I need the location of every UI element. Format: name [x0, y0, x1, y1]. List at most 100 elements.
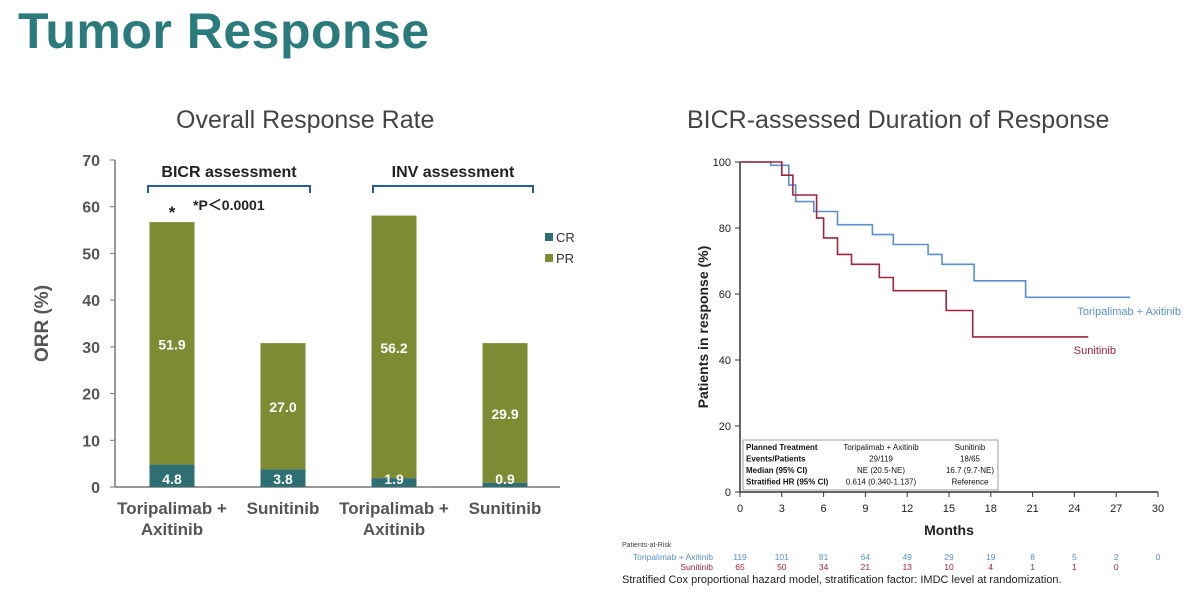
risk-count: 0 [1114, 562, 1119, 572]
pr-bar-segment [482, 343, 528, 483]
pr-data-label: 29.9 [491, 406, 518, 422]
x-tick-label: 9 [862, 503, 868, 515]
risk-count: 13 [902, 562, 912, 572]
group-label: BICR assessment [161, 164, 297, 181]
y-axis-label: Patients in response (%) [695, 246, 711, 409]
y-tick-label: 40 [82, 293, 100, 310]
group-label: INV assessment [392, 164, 515, 181]
risk-count: 19 [986, 552, 996, 562]
y-tick-label: 60 [719, 289, 731, 301]
pr-bar-segment [149, 222, 195, 465]
significance-star: * [169, 203, 176, 222]
stats-row-label: Stratified HR (95% CI) [746, 478, 829, 487]
page-title: Tumor Response [18, 3, 430, 59]
pr-data-label: 27.0 [269, 399, 296, 415]
p-value-annotation: *P＜0.0001 [193, 197, 265, 213]
risk-count: 64 [861, 552, 871, 562]
sunitinib-km-curve [740, 161, 1089, 338]
x-tick-label: 21 [1026, 503, 1038, 515]
x-category-label: Toripalimab + [339, 499, 449, 518]
cr-data-label: 0.9 [495, 471, 515, 487]
group-bracket [372, 185, 534, 193]
risk-count: 29 [944, 552, 954, 562]
stats-sunitinib-value: Reference [952, 478, 989, 487]
legend-label-cr: CR [556, 230, 575, 245]
stats-toripalimab-value: 0.614 (0.340-1.137) [846, 478, 917, 487]
cr-data-label: 4.8 [162, 471, 182, 487]
risk-count: 81 [819, 552, 829, 562]
x-tick-label: 30 [1152, 503, 1164, 515]
toripalimab-km-curve [740, 161, 1131, 299]
cr-bar-segment [371, 478, 417, 487]
y-tick-label: 30 [82, 340, 100, 357]
risk-count: 10 [944, 562, 954, 572]
risk-count: 1 [1072, 562, 1077, 572]
legend-label-pr: PR [556, 251, 574, 266]
stats-toripalimab-value: Toripalimab + Axitinib [843, 443, 919, 452]
stats-row-label: Planned Treatment [746, 443, 818, 452]
y-tick-label: 100 [713, 157, 731, 169]
cr-data-label: 3.8 [273, 471, 293, 487]
x-axis-label: Months [924, 522, 974, 538]
x-tick-label: 15 [943, 503, 955, 515]
stats-toripalimab-value: NE (20.5-NE) [857, 466, 905, 475]
risk-count: 4 [988, 562, 993, 572]
x-category-label: Sunitinib [469, 499, 542, 518]
pr-data-label: 56.2 [380, 340, 407, 356]
y-tick-label: 80 [719, 223, 731, 235]
legend-swatch-pr [545, 254, 553, 262]
risk-count: 65 [735, 562, 745, 572]
y-tick-label: 20 [82, 387, 100, 404]
risk-count: 50 [777, 562, 787, 572]
stats-row-label: Events/Patients [746, 455, 806, 464]
dor-chart-subtitle: BICR-assessed Duration of Response [687, 106, 1110, 134]
risk-table-header: Patients-at-Risk [622, 542, 672, 549]
pr-data-label: 51.9 [158, 336, 185, 352]
risk-row-label: Sunitinib [680, 562, 713, 572]
pr-bar-segment [260, 343, 306, 470]
risk-count: 2 [1114, 552, 1119, 562]
risk-count: 21 [861, 562, 871, 572]
cr-data-label: 1.9 [384, 471, 404, 487]
x-tick-label: 0 [737, 503, 743, 515]
cr-bar-segment [149, 464, 195, 487]
risk-count: 5 [1072, 552, 1077, 562]
x-tick-label: 12 [901, 503, 913, 515]
stats-toripalimab-value: 29/119 [869, 455, 893, 464]
stats-table-box [742, 439, 999, 491]
risk-count: 8 [1030, 552, 1035, 562]
y-tick-label: 70 [82, 153, 100, 170]
x-tick-label: 24 [1068, 503, 1080, 515]
risk-count: 34 [819, 562, 829, 572]
y-tick-label: 60 [82, 200, 100, 217]
cr-bar-segment [260, 469, 306, 487]
pr-bar-segment [371, 215, 417, 479]
footnote: Stratified Cox proportional hazard model… [622, 574, 1062, 586]
y-tick-label: 0 [91, 480, 100, 497]
y-axis-label: ORR (%) [32, 285, 53, 362]
risk-row-label: Toripalimab + Axitinib [633, 552, 713, 562]
sunitinib-curve-label: Sunitinib [1074, 345, 1116, 357]
y-tick-label: 50 [82, 246, 100, 263]
x-category-label: Sunitinib [247, 499, 320, 518]
x-tick-label: 18 [985, 503, 997, 515]
orr-bar-chart: 0 10 20 30 40 50 60 70 ORR (%) 51.9 4.8 Toripalimab… [32, 153, 575, 539]
x-tick-label: 6 [821, 503, 827, 515]
toripalimab-curve-label: Toripalimab + Axitinib [1077, 306, 1181, 318]
orr-chart-subtitle: Overall Response Rate [176, 106, 435, 134]
risk-count: 101 [775, 552, 789, 562]
x-category-label: Toripalimab + [117, 499, 227, 518]
x-tick-label: 3 [779, 503, 785, 515]
stats-sunitinib-value: 18/65 [960, 455, 981, 464]
risk-count: 49 [902, 552, 912, 562]
risk-count: 119 [733, 552, 747, 562]
stats-row-label: Median (95% CI) [746, 466, 808, 475]
cr-bar-segment [482, 482, 528, 487]
legend-swatch-cr [545, 233, 553, 241]
x-category-label-line2: Axitinib [363, 520, 425, 539]
risk-count: 0 [1156, 552, 1161, 562]
stats-sunitinib-value: Sunitinib [955, 443, 986, 452]
x-category-label-line2: Axitinib [141, 520, 203, 539]
y-tick-label: 0 [725, 487, 731, 499]
